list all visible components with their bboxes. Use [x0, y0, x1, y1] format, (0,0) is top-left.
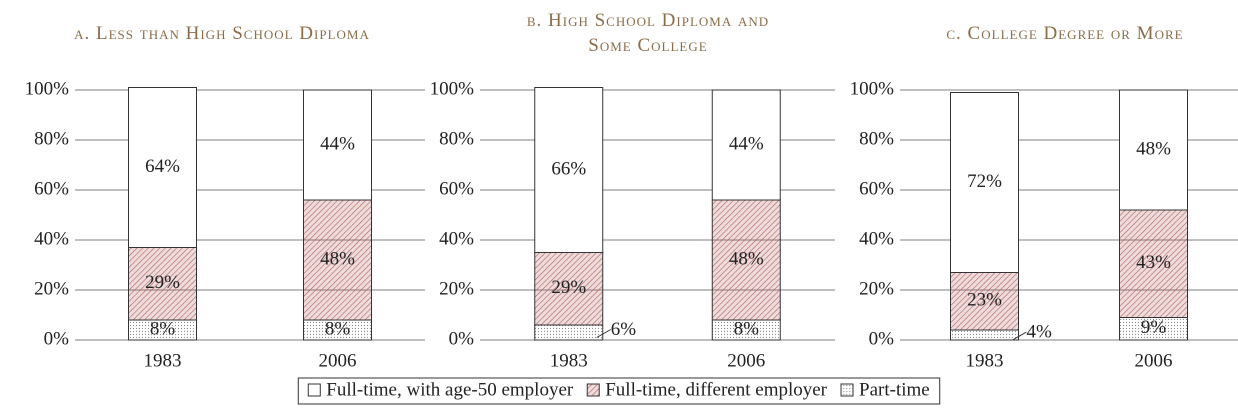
- bar-segment: [1119, 89, 1188, 211]
- y-tick-label: 0%: [869, 328, 895, 349]
- bar-segment: [534, 324, 604, 341]
- data-label: 72%: [967, 171, 1002, 192]
- y-tick-label: 60%: [859, 178, 894, 199]
- data-label: 48%: [1136, 138, 1171, 159]
- data-label: 29%: [551, 277, 586, 298]
- panel-title: c. College Degree or More: [946, 22, 1184, 44]
- bar-segment: [128, 87, 197, 248]
- panel-title: a. Less than High School Diploma: [74, 22, 370, 44]
- y-tick-label: 60%: [34, 178, 69, 199]
- bar-segment: [534, 252, 604, 326]
- y-tick-label: 100%: [850, 78, 895, 99]
- y-tick-label: 40%: [34, 228, 69, 249]
- x-tick-label: 2006: [319, 350, 357, 371]
- x-tick-label: 1983: [144, 350, 182, 371]
- data-label: 9%: [1141, 317, 1167, 338]
- y-tick-label: 80%: [34, 128, 69, 149]
- data-label: 64%: [145, 156, 180, 177]
- y-tick-label: 40%: [439, 228, 474, 249]
- y-tick-label: 80%: [859, 128, 894, 149]
- bar-segment: [303, 89, 372, 201]
- panel-title: b. High School Diploma and Some College: [526, 10, 770, 56]
- y-tick-label: 100%: [430, 78, 475, 99]
- legend-box: [297, 377, 941, 405]
- data-label: 44%: [729, 133, 764, 154]
- y-tick-label: 0%: [44, 328, 70, 349]
- data-label: 23%: [967, 290, 1002, 311]
- legend-swatch: [586, 383, 600, 397]
- y-tick-label: 100%: [25, 78, 70, 99]
- data-label: 29%: [145, 272, 180, 293]
- data-label: 48%: [320, 248, 355, 269]
- leader-line: [596, 329, 611, 338]
- legend-swatch: [307, 383, 321, 397]
- legend-label: Part-time: [859, 379, 930, 400]
- y-tick-label: 0%: [449, 328, 475, 349]
- bar-segment: [534, 87, 604, 253]
- legend-swatch: [840, 383, 854, 397]
- x-tick-label: 1983: [966, 350, 1004, 371]
- bar-segment: [711, 89, 781, 201]
- bar-segment: [1119, 209, 1188, 318]
- x-tick-label: 2006: [727, 350, 765, 371]
- data-label: 4%: [1027, 321, 1053, 342]
- y-tick-label: 20%: [859, 278, 894, 299]
- leader-line: [1012, 331, 1027, 341]
- x-tick-label: 1983: [550, 350, 588, 371]
- y-tick-label: 20%: [34, 278, 69, 299]
- legend: Full-time, with age-50 employer Full-time…: [297, 377, 941, 405]
- y-tick-label: 80%: [439, 128, 474, 149]
- data-label: 8%: [734, 318, 760, 339]
- bar-segment: [128, 247, 197, 321]
- data-label: 43%: [1136, 252, 1171, 273]
- data-label: 6%: [611, 319, 637, 340]
- data-label: 8%: [150, 318, 176, 339]
- bar-segment: [950, 329, 1019, 341]
- y-tick-label: 60%: [439, 178, 474, 199]
- bar-segment: [950, 92, 1019, 273]
- bar-segment: [711, 199, 781, 321]
- data-label: 48%: [729, 248, 764, 269]
- legend-label: Full-time, different employer: [605, 379, 827, 400]
- legend-label: Full-time, with age-50 employer: [326, 379, 574, 400]
- y-tick-label: 40%: [859, 228, 894, 249]
- data-label: 44%: [320, 133, 355, 154]
- data-label: 8%: [325, 318, 351, 339]
- x-tick-label: 2006: [1135, 350, 1173, 371]
- y-tick-label: 20%: [439, 278, 474, 299]
- bar-segment: [950, 272, 1019, 331]
- data-label: 66%: [551, 158, 586, 179]
